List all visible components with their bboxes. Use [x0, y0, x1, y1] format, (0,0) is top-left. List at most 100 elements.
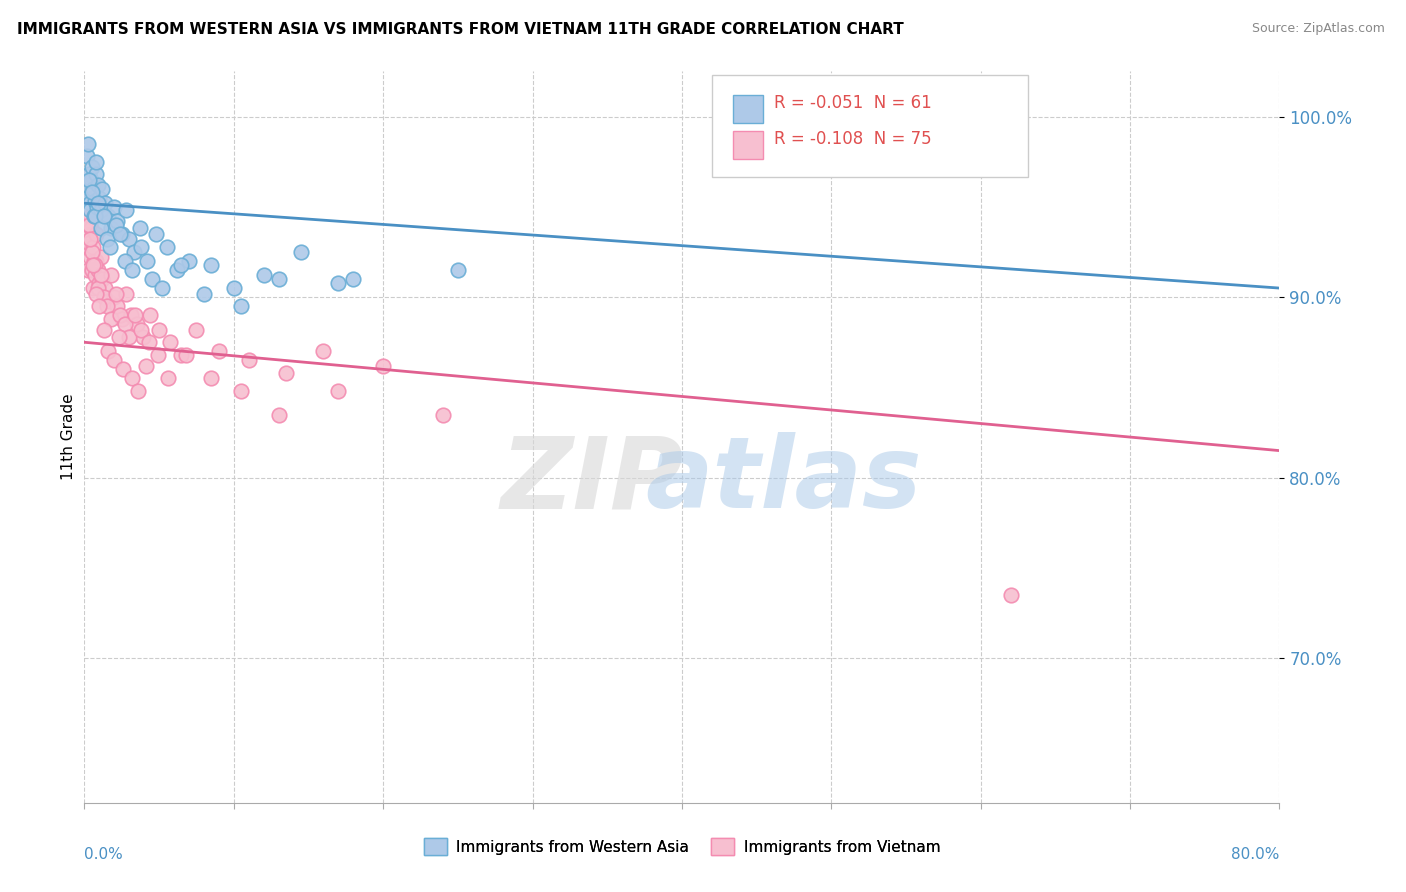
Point: [135, 359, 157, 373]
Point: [174, 348, 197, 362]
Point: [83, 209, 105, 223]
Point: [114, 317, 136, 331]
Point: [267, 408, 290, 422]
Point: [1000, 588, 1022, 602]
Point: [83, 268, 105, 283]
Point: [146, 348, 169, 362]
Point: [148, 323, 170, 337]
FancyBboxPatch shape: [734, 95, 763, 122]
Point: [114, 254, 136, 268]
Point: [96, 232, 118, 246]
Point: [166, 263, 188, 277]
Point: [83, 258, 105, 272]
Point: [138, 335, 160, 350]
Point: [80, 221, 103, 235]
Point: [79, 209, 101, 223]
Point: [77, 167, 100, 181]
Point: [98, 239, 121, 253]
Point: [193, 286, 215, 301]
Point: [86, 200, 108, 214]
Point: [82, 281, 104, 295]
Point: [274, 366, 297, 380]
Point: [82, 239, 104, 253]
Point: [97, 344, 120, 359]
Point: [107, 330, 129, 344]
Point: [131, 330, 153, 344]
Point: [80, 263, 103, 277]
Point: [83, 209, 105, 223]
Legend: Immigrants from Western Asia, Immigrants from Vietnam: Immigrants from Western Asia, Immigrants…: [418, 832, 946, 861]
Point: [94, 281, 117, 295]
Point: [222, 281, 245, 295]
Point: [177, 254, 200, 268]
Point: [121, 371, 143, 385]
Point: [328, 276, 350, 290]
Point: [86, 254, 108, 268]
Text: atlas: atlas: [645, 433, 922, 530]
Point: [100, 221, 122, 235]
Point: [103, 290, 125, 304]
Point: [120, 308, 142, 322]
Point: [90, 203, 112, 218]
Y-axis label: 11th Grade: 11th Grade: [60, 393, 76, 481]
Text: Source: ZipAtlas.com: Source: ZipAtlas.com: [1251, 22, 1385, 36]
Point: [103, 200, 125, 214]
Point: [87, 281, 110, 295]
Point: [121, 263, 143, 277]
Point: [104, 218, 127, 232]
Text: IMMIGRANTS FROM WESTERN ASIA VS IMMIGRANTS FROM VIETNAM 11TH GRADE CORRELATION C: IMMIGRANTS FROM WESTERN ASIA VS IMMIGRAN…: [17, 22, 904, 37]
Point: [111, 311, 134, 326]
Point: [200, 371, 222, 385]
Point: [79, 232, 101, 246]
Point: [100, 311, 122, 326]
Point: [84, 227, 107, 241]
Point: [77, 235, 100, 250]
Point: [84, 167, 107, 181]
Text: 80.0%: 80.0%: [1232, 847, 1279, 862]
Text: R = -0.108  N = 75: R = -0.108 N = 75: [773, 130, 932, 148]
Point: [91, 182, 114, 196]
Point: [170, 348, 193, 362]
Point: [139, 308, 162, 322]
Point: [125, 317, 148, 331]
Point: [80, 186, 103, 200]
Point: [82, 258, 104, 272]
Point: [290, 244, 312, 259]
Point: [127, 384, 149, 398]
Point: [97, 209, 120, 223]
Point: [238, 353, 260, 368]
Point: [100, 268, 122, 283]
Point: [129, 323, 152, 337]
Point: [110, 308, 132, 322]
Point: [129, 239, 152, 253]
Point: [105, 214, 128, 228]
Point: [93, 209, 115, 223]
Point: [373, 359, 395, 373]
Point: [79, 196, 101, 211]
Point: [90, 251, 112, 265]
Point: [93, 290, 115, 304]
Point: [112, 362, 135, 376]
Point: [150, 281, 173, 295]
Point: [80, 160, 103, 174]
Point: [87, 263, 110, 277]
Point: [118, 232, 141, 246]
Point: [83, 194, 105, 209]
Point: [200, 258, 222, 272]
Point: [128, 221, 150, 235]
Point: [82, 182, 104, 196]
Point: [79, 203, 101, 218]
Point: [208, 344, 231, 359]
Point: [170, 258, 193, 272]
Point: [89, 191, 111, 205]
Point: [76, 149, 98, 163]
Point: [97, 293, 120, 308]
Point: [103, 353, 125, 368]
Point: [231, 299, 253, 313]
Point: [267, 272, 290, 286]
Point: [90, 268, 112, 283]
Point: [115, 203, 138, 218]
Point: [79, 251, 101, 265]
Point: [77, 263, 100, 277]
Point: [253, 268, 276, 283]
